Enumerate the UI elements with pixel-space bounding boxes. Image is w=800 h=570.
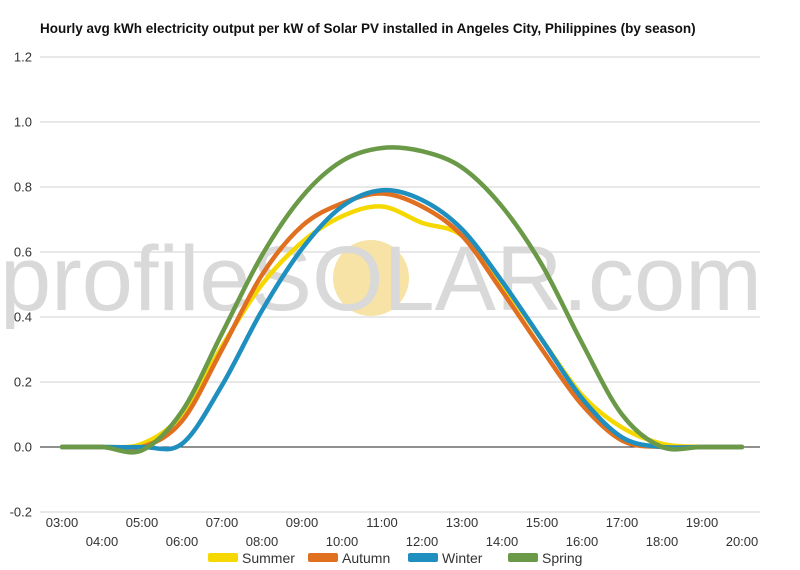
y-tick-label: 0.2	[14, 375, 32, 390]
y-tick-label: 0.4	[14, 310, 32, 325]
y-tick-label: 1.0	[14, 115, 32, 130]
x-tick-label: 03:00	[46, 515, 79, 530]
series-group	[59, 145, 745, 455]
x-tick-label: 20:00	[726, 534, 759, 549]
legend: Summer Autumn Winter Spring	[208, 550, 582, 566]
x-tick-label: 12:00	[406, 534, 439, 549]
y-tick-label: 0.0	[14, 440, 32, 455]
watermark-text: profileSOLAR.com	[0, 228, 762, 330]
series-line-winter	[59, 187, 745, 452]
series-line-spring	[59, 145, 745, 455]
legend-swatch-spring	[508, 553, 538, 562]
x-tick-label: 07:00	[206, 515, 239, 530]
x-tick-label: 04:00	[86, 534, 119, 549]
x-tick-label: 15:00	[526, 515, 559, 530]
x-tick-label: 06:00	[166, 534, 199, 549]
x-tick-label: 14:00	[486, 534, 519, 549]
x-axis-ticks: 03:00 04:00 05:00 06:00 07:00 08:00 09:00 10:00…	[46, 515, 759, 549]
legend-label-spring: Spring	[542, 550, 582, 566]
legend-swatch-autumn	[308, 553, 338, 562]
y-tick-label: 0.6	[14, 245, 32, 260]
watermark: profileSOLAR.com	[0, 228, 762, 330]
x-tick-label: 19:00	[686, 515, 719, 530]
x-tick-label: 17:00	[606, 515, 639, 530]
chart-title: Hourly avg kWh electricity output per kW…	[40, 21, 696, 36]
legend-label-autumn: Autumn	[342, 550, 390, 566]
x-tick-label: 10:00	[326, 534, 359, 549]
x-tick-label: 05:00	[126, 515, 159, 530]
x-tick-label: 18:00	[646, 534, 679, 549]
watermark-sun	[333, 240, 409, 316]
x-tick-label: 11:00	[366, 515, 398, 530]
y-tick-label: 0.8	[14, 180, 32, 195]
x-tick-label: 16:00	[566, 534, 599, 549]
x-tick-label: 08:00	[246, 534, 279, 549]
y-tick-label: 1.2	[14, 50, 32, 65]
x-tick-label: 09:00	[286, 515, 319, 530]
legend-swatch-summer	[208, 553, 238, 562]
y-axis-ticks: -0.2 0.0 0.2 0.4 0.6 0.8 1.0 1.2	[10, 50, 32, 520]
legend-label-summer: Summer	[242, 550, 295, 566]
legend-label-winter: Winter	[442, 550, 483, 566]
series-line-autumn	[59, 191, 745, 452]
x-tick-label: 13:00	[446, 515, 479, 530]
legend-swatch-winter	[408, 553, 438, 562]
y-tick-label: -0.2	[10, 505, 32, 520]
